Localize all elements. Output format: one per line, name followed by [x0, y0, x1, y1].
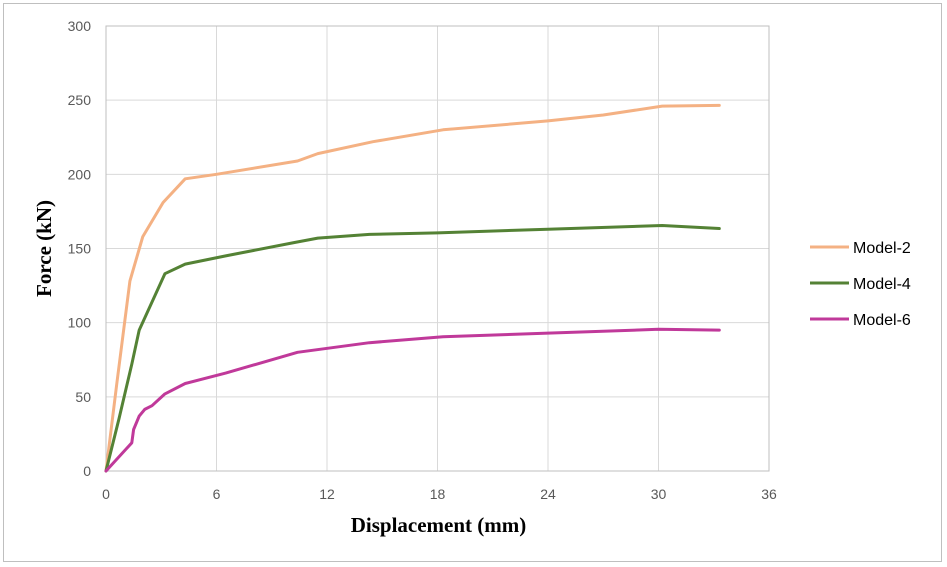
y-tick-labels: 0 50 100 150 200 250 300 [68, 18, 92, 479]
grid-lines [105, 25, 770, 472]
y-tick-label: 0 [83, 463, 91, 479]
x-tick-label: 30 [651, 486, 667, 502]
x-tick-label: 24 [540, 486, 556, 502]
y-tick-label: 150 [68, 241, 92, 257]
x-tick-label: 18 [430, 486, 446, 502]
legend-label-model-2: Model-2 [853, 240, 911, 257]
x-axis-title: Displacement (mm) [351, 513, 527, 537]
series-line-model-4 [104, 224, 721, 473]
x-tick-label: 36 [761, 486, 777, 502]
series-lines [104, 103, 721, 473]
legend-label-model-4: Model-4 [853, 276, 911, 293]
y-tick-label: 100 [68, 315, 92, 331]
y-tick-label: 250 [68, 92, 92, 108]
x-tick-label: 12 [319, 486, 335, 502]
y-axis-title: Force (kN) [32, 200, 56, 297]
y-tick-label: 50 [75, 389, 91, 405]
x-tick-labels: 0 6 12 18 24 30 36 [102, 486, 777, 502]
x-tick-label: 0 [102, 486, 110, 502]
legend-label-model-6: Model-6 [853, 312, 911, 329]
x-tick-label: 6 [213, 486, 221, 502]
series-line-model-6 [104, 327, 721, 473]
series-line-model-2 [104, 103, 721, 473]
y-tick-label: 300 [68, 18, 92, 34]
plot-area-border [105, 25, 770, 472]
y-tick-label: 200 [68, 166, 92, 182]
legend: Model-2 Model-4 Model-6 [810, 240, 911, 329]
